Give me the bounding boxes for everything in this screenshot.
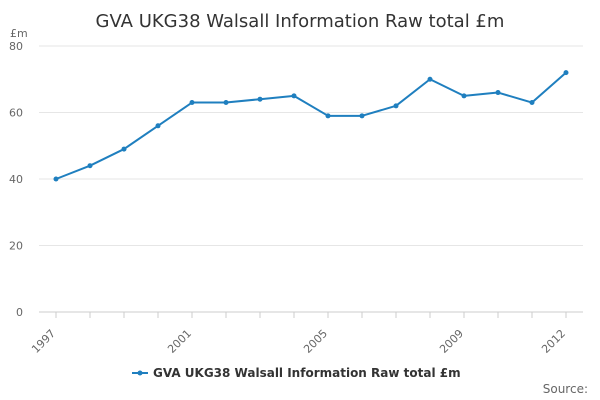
y-tick-label: 60 [9,107,23,120]
data-point[interactable] [257,96,263,102]
x-tick-label: 2005 [301,327,330,356]
data-point[interactable] [87,163,93,169]
source-label[interactable]: Source: [543,382,588,396]
y-tick-label: 80 [9,40,23,53]
data-point[interactable] [189,100,195,106]
y-tick-label: 20 [9,240,23,253]
y-axis-ticks: 0 20 40 60 80 [9,40,23,319]
data-point[interactable] [291,93,297,99]
data-point[interactable] [359,113,365,119]
data-point[interactable] [427,76,433,82]
y-axis-label: £m [10,27,28,40]
data-point[interactable] [121,146,127,152]
x-tick-label: 2012 [539,327,568,356]
legend[interactable]: GVA UKG38 Walsall Information Raw total … [132,366,461,380]
gridlines [39,45,583,246]
chart-title: GVA UKG38 Walsall Information Raw total … [96,11,505,32]
data-point[interactable] [223,100,229,106]
x-tick-label: 2009 [437,327,466,356]
data-point[interactable] [155,123,161,129]
data-point[interactable] [325,113,331,119]
legend-label: GVA UKG38 Walsall Information Raw total … [153,366,461,380]
x-axis-ticks: 1997 2001 2005 2009 2012 [29,312,568,356]
y-tick-label: 0 [16,306,23,319]
data-point[interactable] [495,90,501,96]
series-group [53,70,569,182]
data-point[interactable] [529,100,535,106]
series-line [55,71,567,180]
legend-marker-icon [137,370,143,376]
data-point[interactable] [53,176,59,182]
x-tick-label: 1997 [29,327,58,356]
y-tick-label: 40 [9,173,23,186]
data-point[interactable] [563,70,569,76]
data-point[interactable] [393,103,399,109]
x-tick-label: 2001 [165,327,194,356]
data-point[interactable] [461,93,467,99]
